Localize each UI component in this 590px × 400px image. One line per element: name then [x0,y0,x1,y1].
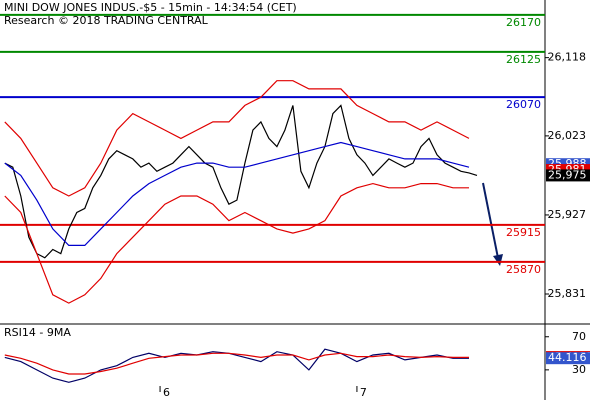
y-tick-label: 25,831 [548,287,587,300]
price-tag [546,169,590,182]
arrow-head [493,254,503,266]
level-label: 26125 [506,53,541,66]
y-tick-label: 30 [572,363,586,376]
series-line [4,141,470,246]
series-line [4,80,470,197]
level-label: 26070 [506,98,541,111]
chart-title: MINI DOW JONES INDUS.-$5 - 15min - 14:34… [4,1,297,14]
forecast-arrow [482,182,499,259]
series-line [4,348,469,383]
series-line [4,352,469,375]
y-tick-label: 26,023 [548,129,587,142]
level-label: 25870 [506,263,541,276]
series-line [4,104,478,259]
price-tag-label: 25,975 [548,168,587,181]
series-line [4,182,469,304]
x-tick-label: 6 [163,386,170,399]
rsi-title: RSI14 - 9MA [4,326,71,339]
price-tag-label: 44.116 [548,351,587,364]
chart-subtitle: Research © 2018 TRADING CENTRAL [4,14,209,27]
price-tag [546,352,590,365]
y-tick-label: 25,927 [548,208,587,221]
y-tick-label: 70 [572,330,586,343]
level-label: 25915 [506,226,541,239]
level-label: 26170 [506,16,541,29]
y-tick-label: 26,118 [548,51,587,64]
x-tick-label: 7 [360,386,367,399]
